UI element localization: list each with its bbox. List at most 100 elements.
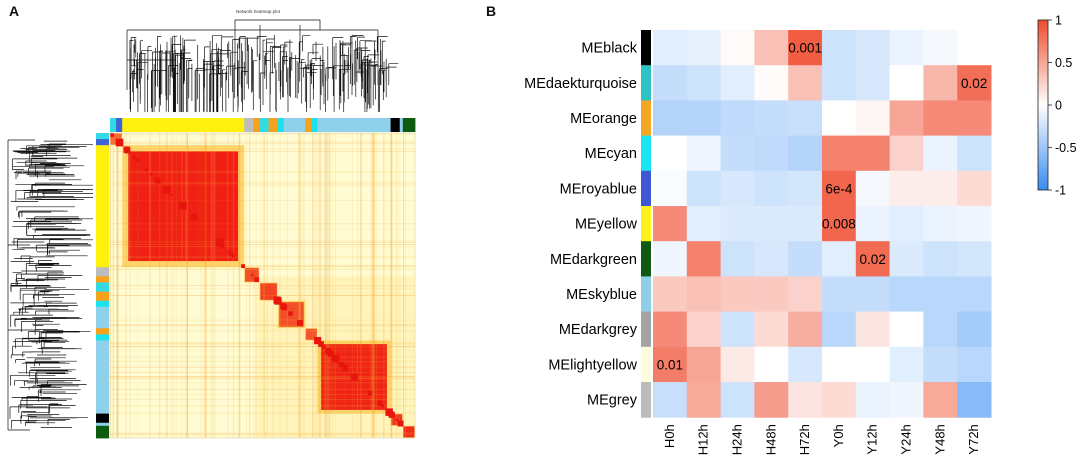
- module-color-segment: [259, 118, 269, 132]
- heat-cell: [686, 65, 722, 101]
- tom-diagonal-speck: [339, 362, 345, 368]
- module-color-segment: [110, 118, 117, 132]
- tom-diagonal-speck: [182, 205, 186, 209]
- tom-diagonal-speck: [254, 277, 260, 283]
- heat-cell: [686, 170, 722, 207]
- heat-cell: [957, 241, 992, 277]
- heat-cell: [855, 30, 891, 66]
- row-color-swatch: [641, 30, 651, 66]
- tom-diagonal-speck: [321, 344, 326, 349]
- heat-cell: [957, 100, 992, 137]
- heat-cell: [957, 135, 992, 172]
- heat-cell: [957, 346, 992, 383]
- heat-cell: [653, 170, 688, 207]
- heat-cell: [855, 382, 891, 418]
- row-color-swatch: [641, 65, 651, 101]
- module-color-segment: [402, 118, 416, 132]
- heat-cell: [686, 100, 722, 137]
- row-label: MEskyblue: [566, 287, 637, 303]
- left-dendrogram: [7, 139, 93, 431]
- heat-cell: [686, 382, 722, 418]
- heat-cell: [822, 100, 857, 137]
- tom-diagonal-speck: [170, 193, 173, 196]
- heat-cell: [957, 206, 992, 242]
- tom-diagonal-speck: [367, 390, 373, 396]
- row-label: MEroyablue: [560, 181, 637, 197]
- colorbar-legend: 1 0.5 0 -0.5 -1: [1037, 14, 1077, 198]
- heat-cell: [822, 241, 857, 277]
- module-color-segment: [96, 276, 109, 283]
- module-color-segment: [96, 133, 109, 140]
- heat-cell: [855, 346, 891, 383]
- tom-diagonal-speck: [288, 311, 293, 316]
- left-dendrogram-branches: [7, 139, 93, 431]
- tom-diagonal-speck: [327, 350, 334, 357]
- module-color-segment: [96, 306, 109, 329]
- module-color-segment: [96, 425, 109, 439]
- heat-cell: [855, 170, 891, 207]
- heat-cell: [686, 311, 722, 348]
- cell-annotation: 0.02: [961, 76, 987, 91]
- heat-cell: [720, 170, 755, 207]
- tom-diagonal-speck: [110, 133, 114, 137]
- tom-diagonal-speck: [397, 420, 404, 427]
- module-color-segment: [96, 334, 109, 341]
- heat-cell: [923, 346, 958, 383]
- column-label: H0h: [662, 424, 677, 448]
- heat-cell: [889, 382, 924, 418]
- tom-heatmap-matrix: [109, 132, 416, 439]
- heat-cell: [788, 100, 823, 137]
- heat-cell: [720, 206, 755, 242]
- heat-cell: [653, 135, 688, 172]
- module-color-segment: [317, 118, 391, 132]
- network-heatmap-plot: Network heatmap plot: [7, 9, 416, 439]
- heat-cell: [754, 346, 789, 383]
- panel-b-label: B: [486, 3, 497, 19]
- heat-cell: [822, 30, 857, 66]
- tom-diagonal-speck: [132, 155, 137, 160]
- column-label: H72h: [797, 424, 812, 455]
- heat-cell: [822, 65, 857, 101]
- heat-cell: [889, 346, 924, 383]
- tom-diagonal-speck: [377, 400, 383, 406]
- module-trait-heatmap: MEblack MEdaekturquoise MEorange MEcyan MEro…: [524, 14, 1077, 456]
- heat-cell: [957, 311, 992, 348]
- tom-diagonal-speck: [178, 201, 187, 210]
- heat-cell: [653, 311, 688, 348]
- heat-cell: [788, 170, 823, 207]
- row-label: MEblack: [581, 41, 637, 57]
- heat-cell: [720, 346, 755, 383]
- heat-cell: [822, 135, 857, 172]
- heat-cell: [754, 170, 789, 207]
- module-color-segment: [96, 340, 109, 414]
- cell-annotation: 6e-4: [825, 181, 853, 196]
- heat-cell: [855, 135, 891, 172]
- heat-cell: [653, 206, 688, 242]
- heat-cell: [653, 241, 688, 277]
- tom-module-block: [305, 328, 317, 340]
- heat-cell: [855, 276, 891, 313]
- heat-cell: [889, 276, 924, 313]
- column-label: H24h: [730, 424, 745, 455]
- module-color-segment: [96, 139, 109, 146]
- top-module-color-bar: [110, 118, 416, 132]
- module-color-segment: [268, 118, 279, 132]
- tom-diagonal-speck: [385, 408, 393, 416]
- heat-cell: [889, 241, 924, 277]
- heat-cell: [653, 276, 688, 313]
- column-label: H12h: [696, 424, 711, 455]
- heat-cell: [788, 241, 823, 277]
- row-label: MEdarkgrey: [559, 322, 638, 338]
- heat-cell: [923, 311, 958, 348]
- heat-cell: [957, 65, 992, 101]
- heat-cell: [923, 241, 958, 277]
- heat-cell: [923, 30, 958, 66]
- heat-cell: [822, 276, 857, 313]
- row-label: MEyellow: [575, 217, 638, 233]
- tom-diagonal-speck: [281, 304, 288, 311]
- row-color-swatch: [641, 311, 651, 348]
- heat-cell: [855, 100, 891, 137]
- heat-cell: [822, 382, 857, 418]
- row-label: MEcyan: [585, 146, 637, 162]
- module-color-segment: [96, 300, 109, 308]
